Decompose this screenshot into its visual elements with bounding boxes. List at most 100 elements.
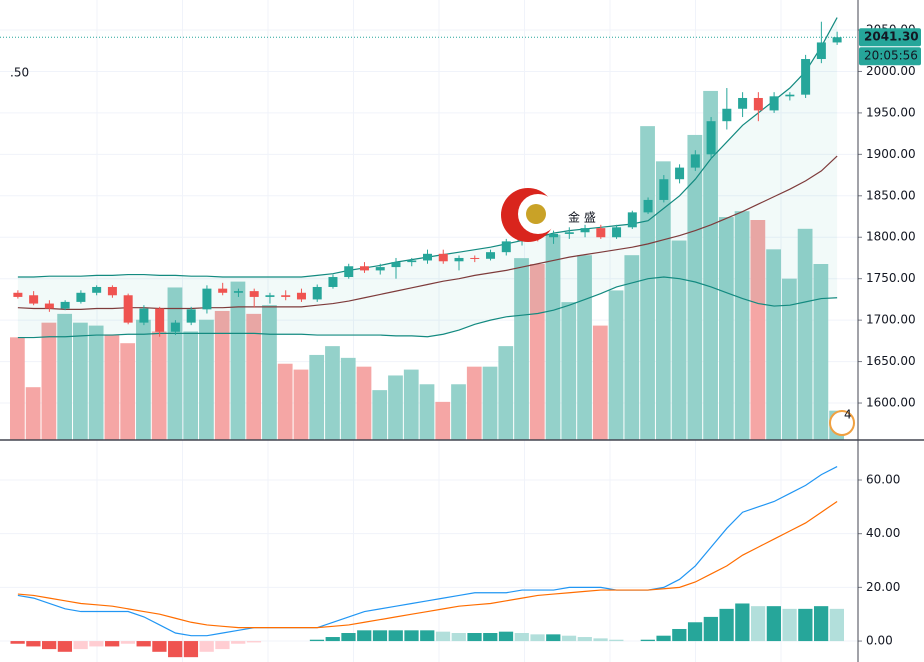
volume-bar [356, 366, 372, 440]
last-price-label: 2041.30 [864, 30, 919, 44]
histogram-bar [813, 606, 829, 642]
volume-bar [214, 310, 230, 440]
histogram-bar [703, 616, 718, 642]
histogram-bar [42, 641, 57, 650]
volume-bar [529, 264, 545, 440]
histogram-bar [420, 630, 435, 642]
volume-bar [671, 240, 687, 440]
candle-body [769, 96, 779, 111]
candle-body [643, 199, 653, 213]
candle-body [675, 167, 685, 180]
candle-body [139, 308, 149, 323]
candle-body [29, 295, 39, 304]
candle-body [281, 295, 291, 297]
volume-bar [482, 366, 498, 440]
volume-bar [419, 384, 435, 440]
y-tick-label: 1700.00 [866, 313, 916, 327]
histogram-bar [199, 641, 214, 652]
volume-bar [151, 331, 167, 440]
volume-bar [325, 346, 340, 440]
y-tick-label: 1800.00 [866, 230, 916, 244]
volume-bar [718, 217, 734, 440]
y-tick-label: 0.00 [866, 634, 893, 648]
countdown-label: 20:05:56 [864, 49, 918, 63]
candle-body [265, 295, 275, 297]
candle-body [627, 212, 637, 228]
volume-bar [25, 387, 41, 440]
candle-body [13, 292, 23, 297]
countdown-box [859, 47, 921, 66]
candle-body [123, 295, 133, 323]
histogram-bar [498, 631, 514, 642]
histogram-bar [687, 622, 703, 642]
histogram-bar [246, 641, 262, 643]
histogram-bar [735, 603, 750, 642]
candle-body [564, 232, 574, 234]
volume-bar [309, 354, 325, 440]
volume-bar [624, 255, 640, 440]
y-tick-label: 40.00 [866, 526, 900, 540]
histogram-bar [530, 634, 545, 642]
histogram-bar [89, 641, 104, 647]
candle-body [659, 179, 669, 200]
y-tick-label: 60.00 [866, 472, 900, 486]
volume-bar [104, 334, 120, 440]
volume-bar [388, 375, 403, 440]
volume-bar [230, 281, 246, 440]
volume-bar [340, 357, 356, 440]
y-tick-label: 20.00 [866, 580, 900, 594]
histogram-bar [577, 637, 592, 642]
last-price-box [859, 28, 921, 47]
histogram-bar [357, 630, 372, 642]
candle-body [690, 154, 700, 168]
volume-bar [766, 249, 781, 440]
volume-bar [88, 325, 104, 440]
histogram-bar [435, 631, 451, 642]
candle-body [391, 262, 401, 268]
candle-body [486, 252, 496, 259]
candle-body [359, 266, 369, 271]
logo-core [526, 204, 546, 224]
candle-body [312, 286, 322, 300]
histogram-bar [514, 633, 529, 642]
candle-body [801, 59, 811, 95]
histogram-bar [561, 635, 577, 642]
band-lower [17, 276, 838, 339]
histogram-bar [231, 641, 246, 644]
volume-bar [687, 134, 703, 440]
volume-bar [592, 325, 608, 440]
candle-body [186, 309, 196, 323]
histogram-bar [168, 641, 183, 658]
volume-bar [703, 90, 718, 440]
candle-body [92, 286, 102, 293]
histogram-bar [656, 635, 671, 642]
y-tick-label: 1750.00 [866, 271, 916, 285]
volume-bar [514, 258, 529, 440]
histogram-bar [640, 639, 655, 642]
candle-body [549, 233, 559, 238]
candle-body [407, 260, 417, 263]
candle-body [501, 241, 511, 253]
volume-bar [41, 322, 57, 440]
volume-bar [813, 264, 829, 440]
y-tick-label: 1850.00 [866, 188, 916, 202]
histogram-bar [404, 630, 419, 642]
candle-body [596, 228, 606, 238]
volume-bar [120, 343, 136, 440]
histogram-bar [152, 641, 167, 652]
histogram-bar [73, 641, 88, 650]
candle-body [423, 253, 432, 261]
volume-bar [10, 337, 25, 440]
histogram-bar [451, 633, 466, 642]
candle-body [202, 288, 212, 310]
volume-bar [466, 366, 482, 440]
histogram-bar [372, 630, 388, 642]
volume-bar [57, 313, 73, 440]
volume-bar [403, 369, 419, 440]
volume-bar [640, 126, 655, 440]
volume-bar [372, 390, 388, 440]
candle-body [328, 277, 338, 287]
candle-body [454, 257, 464, 262]
